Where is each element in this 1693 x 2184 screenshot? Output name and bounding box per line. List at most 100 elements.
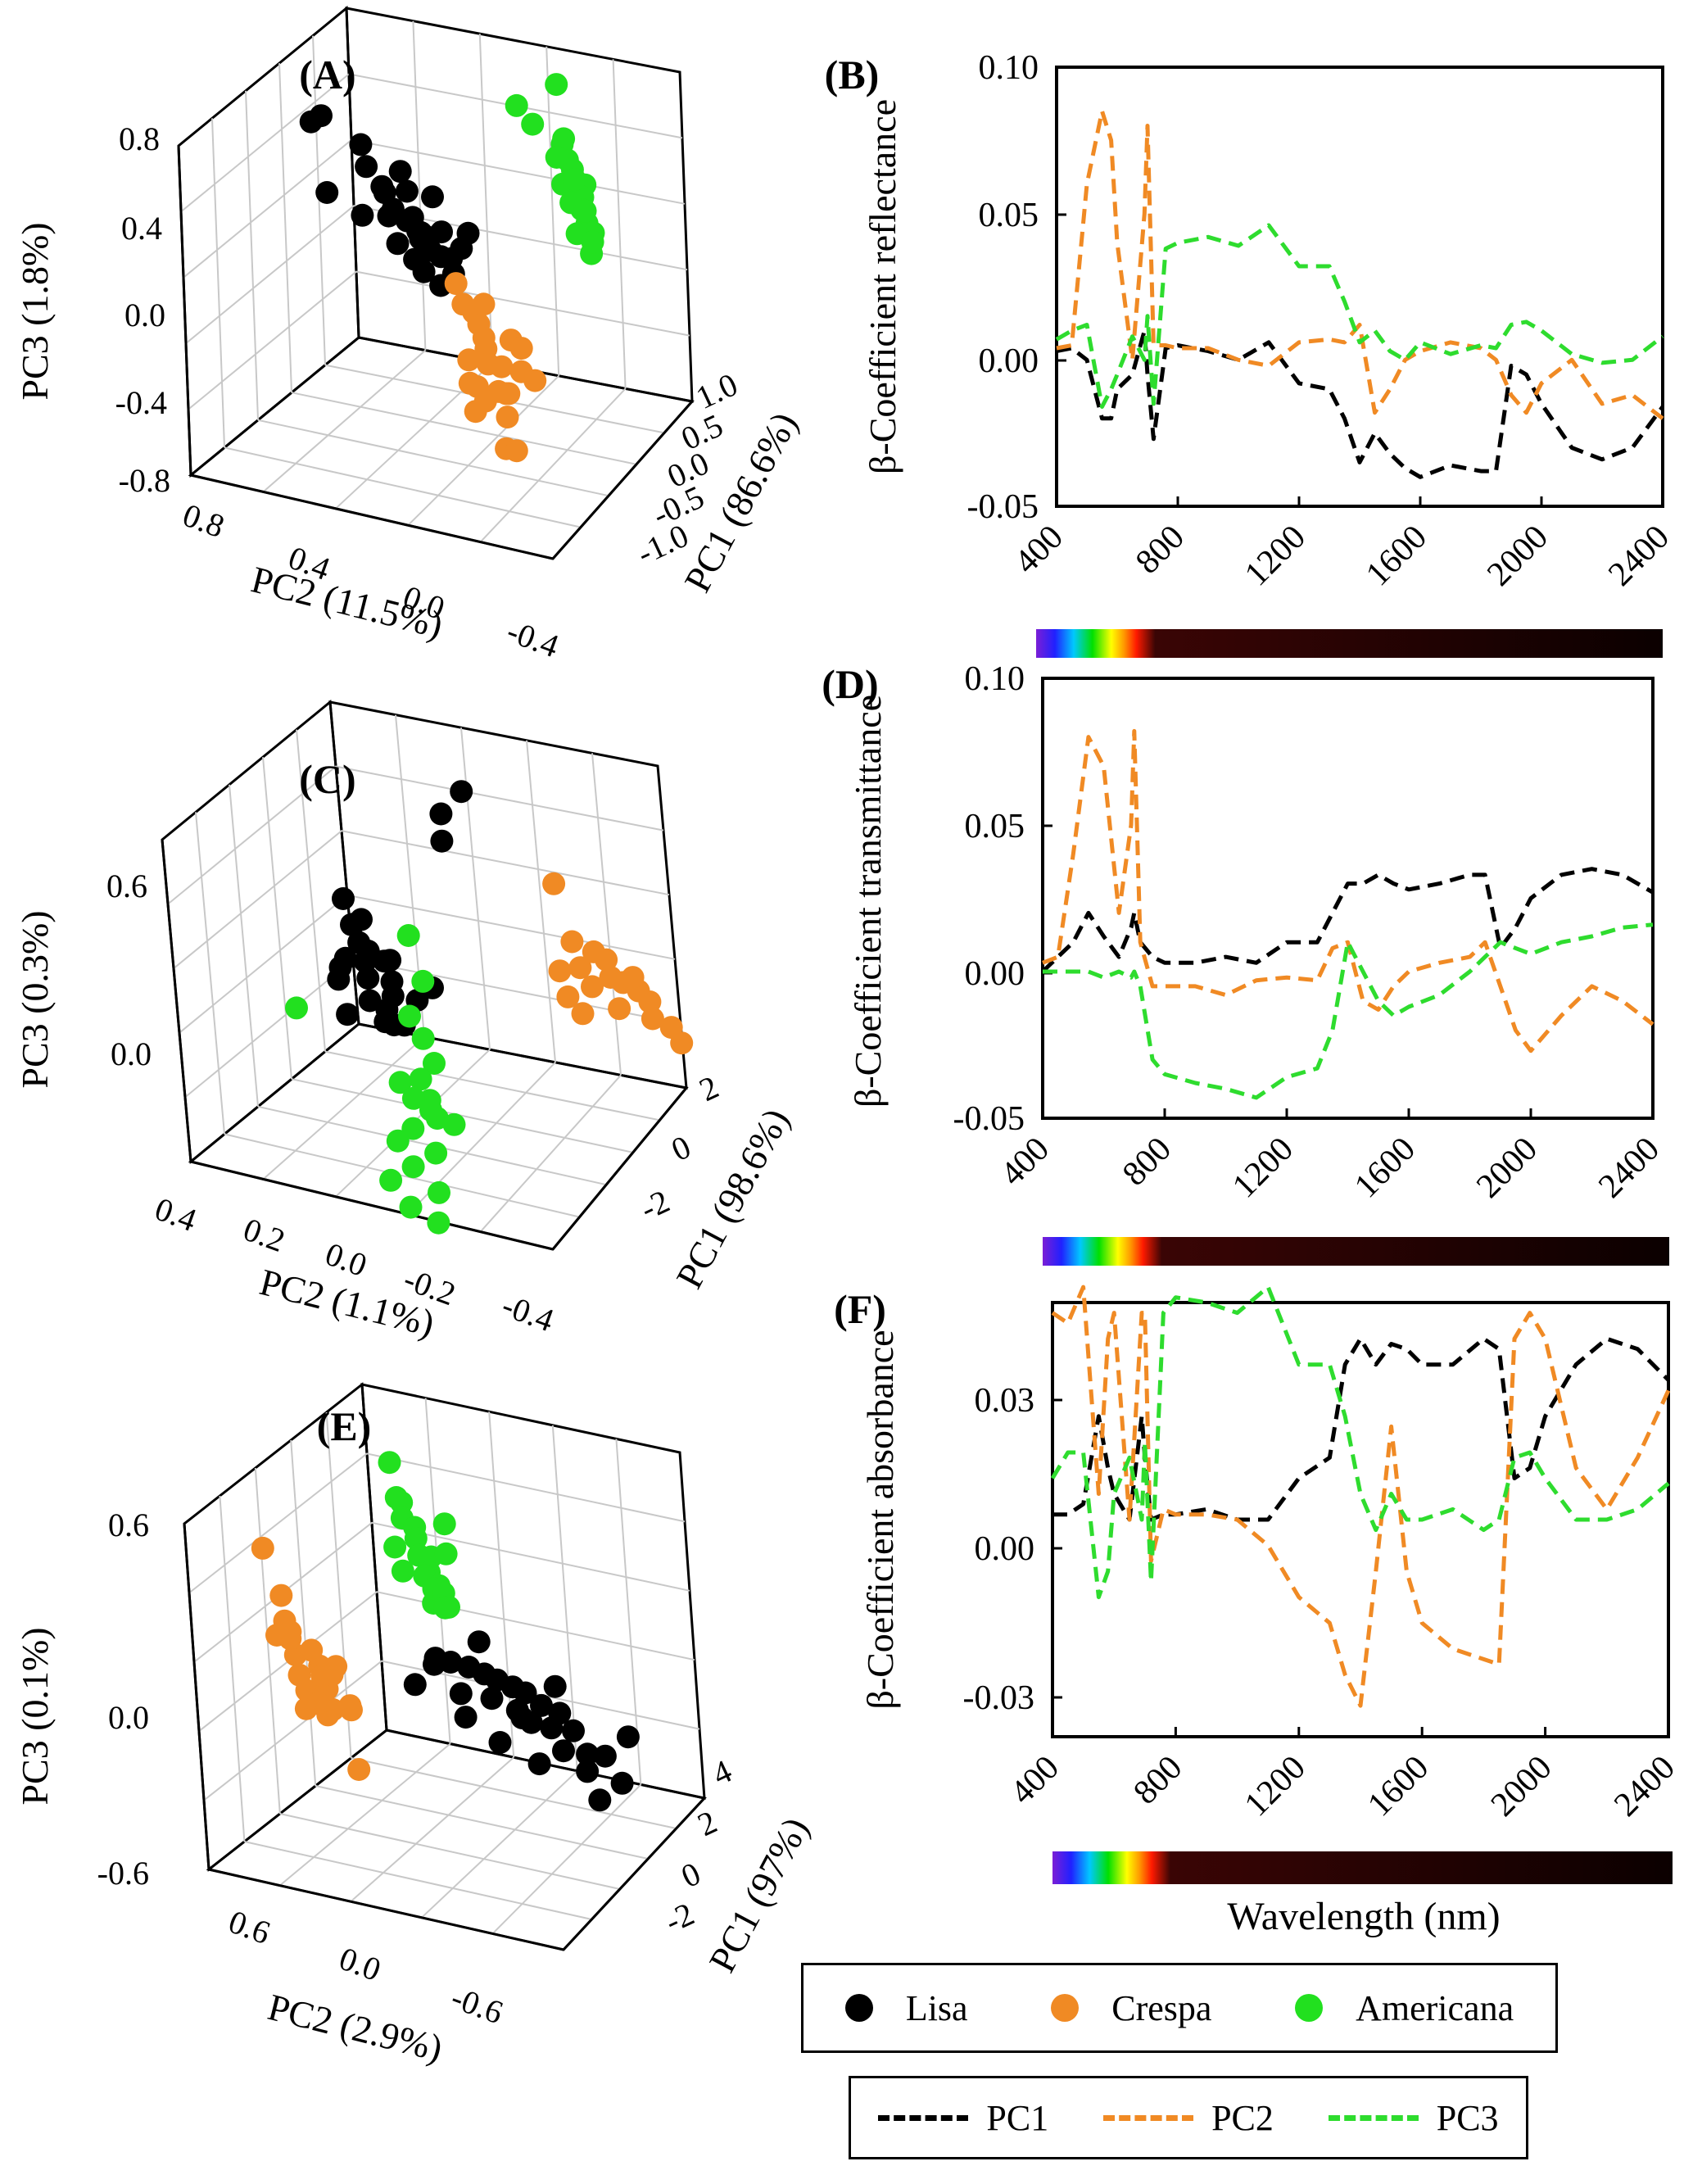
panel-a-floor-grid (224, 446, 582, 528)
panel-e-y-tick: 0.0 (108, 1699, 149, 1736)
panel-e-wall-grid (188, 1452, 686, 1594)
panel-b-x-tick: 2400 (1601, 519, 1677, 594)
panel-e-point-lisa (423, 1652, 446, 1676)
panel-e-point-americana (404, 1527, 428, 1550)
legend-line-pc2 (1103, 2114, 1194, 2121)
panel-d-line-pc3 (1043, 922, 1654, 1100)
panel-a-point-crespa (465, 375, 489, 398)
panel-c-point-lisa (378, 949, 402, 972)
panel-c-x-tick: 0.4 (150, 1190, 201, 1239)
panel-e-point-crespa (324, 1655, 348, 1679)
legend-line-pc3 (1328, 2114, 1419, 2121)
panel-a-point-lisa (412, 260, 436, 283)
panel-c-point-americana (428, 1180, 450, 1204)
panel-e-point-lisa (514, 1681, 537, 1705)
panel-c-wall-grid (526, 740, 556, 1063)
panel-a-wall-grid (245, 90, 259, 420)
panel-d-y-tick: 0.00 (965, 955, 1025, 993)
panel-label-a: (A) (299, 52, 355, 97)
panel-e-point-lisa (527, 1752, 551, 1776)
panel-c-point-americana (409, 1067, 432, 1091)
legend-marker-crespa (1051, 1994, 1080, 2022)
panel-e-point-lisa (548, 1701, 572, 1725)
panel-a-y-tick: 0.8 (119, 120, 160, 157)
panel-f-line-pc1 (1052, 1336, 1670, 1522)
panel-f-y-tick: 0.03 (975, 1382, 1035, 1420)
panel-e-z-tick: -2 (659, 1895, 699, 1940)
panel-a-wall-grid (412, 20, 427, 351)
panel-c-point-crespa (670, 1031, 694, 1055)
panel-c-point-americana (423, 1052, 446, 1075)
panel-f-x-label: Wavelength (nm) (1227, 1895, 1500, 1938)
panel-d-line-pc2 (1042, 728, 1655, 1053)
panel-label-b: (B) (825, 52, 880, 97)
panel-c-floor-grid (224, 1133, 580, 1218)
panel-d-x-tick: 1600 (1347, 1131, 1423, 1206)
panel-a-y-tick: 0.0 (124, 297, 165, 333)
panel-e-wall-grid (198, 1591, 695, 1732)
panel-a-x-axis (190, 474, 554, 560)
panel-e-point-lisa (488, 1731, 512, 1754)
panel-b-y-tick: -0.05 (967, 488, 1039, 526)
panel-a-point-americana (552, 127, 576, 151)
panel-a-y-axis (177, 145, 192, 476)
panel-c-wall-grid (591, 753, 622, 1076)
panel-c-y-axis (161, 839, 192, 1162)
panel-b-y-tick: 0.00 (979, 342, 1039, 380)
panel-d-x-tick: 400 (994, 1131, 1057, 1194)
panel-a-floor-grid (479, 387, 627, 543)
panel-label-e: (E) (317, 1403, 372, 1449)
scatter-legend: Lisa Crespa Americana (801, 1963, 1558, 2053)
panel-a-wall-grid (545, 46, 560, 376)
legend-item-pc1: PC1 (878, 2097, 1048, 2139)
panel-a-point-crespa (464, 400, 487, 424)
panel-a-x-label: PC2 (11.5%) (247, 558, 447, 646)
panel-e-y-tick: 0.6 (108, 1507, 149, 1543)
panel-d-y-tick: 0.10 (965, 660, 1025, 698)
panel-e-point-lisa (610, 1771, 634, 1795)
panel-e-point-lisa (593, 1744, 617, 1768)
panel-c-point-lisa (429, 802, 453, 826)
panel-c-y-tick: 0.6 (106, 868, 147, 904)
panel-e-point-americana (383, 1535, 407, 1559)
panel-d-y-label: β-Coefficient transmittance (847, 695, 889, 1108)
panel-e-point-americana (391, 1559, 414, 1583)
panel-c-point-lisa (430, 829, 454, 853)
panel-c-wall-grid (296, 729, 326, 1052)
panel-b-x-tick: 2000 (1480, 519, 1555, 594)
panel-c-wall-grid (195, 812, 225, 1135)
legend-item-pc3: PC3 (1328, 2097, 1499, 2139)
panel-c-floor-grid (262, 1035, 425, 1180)
panel-c-y-tick: 0.0 (111, 1035, 152, 1072)
panel-c-wall-grid (167, 765, 664, 905)
panel-d-x-tick: 2000 (1469, 1131, 1545, 1206)
panel-e-point-crespa (347, 1758, 371, 1781)
panel-a-floor-grid (291, 392, 637, 465)
panel-a-point-americana (563, 168, 586, 191)
panel-e-point-lisa (480, 1687, 504, 1710)
panel-c-point-crespa (568, 956, 592, 980)
panel-f-x-tick: 1200 (1238, 1749, 1313, 1824)
panel-f-y-label: β-Coefficient absorbance (859, 1330, 901, 1709)
panel-a-point-americana (545, 146, 568, 169)
panel-e-point-lisa (530, 1693, 553, 1717)
panel-c-x-axis (190, 1160, 554, 1251)
panel-c-point-crespa (581, 975, 604, 999)
panel-c-point-americana (386, 1129, 410, 1153)
panel-a-point-lisa (355, 155, 378, 179)
panel-e-z-axis (562, 1797, 706, 1951)
panel-a-point-crespa (457, 348, 481, 372)
panel-f-x-tick: 800 (1126, 1749, 1189, 1812)
panel-label-c: (C) (299, 756, 355, 802)
panel-e-wall-grid (488, 1411, 515, 1758)
panel-d-y-tick: 0.05 (965, 808, 1025, 845)
panel-e-point-lisa (403, 1673, 427, 1697)
panel-e-wall-grid (219, 1495, 246, 1842)
legend-marker-lisa (844, 1994, 873, 2022)
panel-a-point-crespa (444, 272, 468, 296)
panel-a-point-lisa (395, 179, 419, 203)
panel-c-point-lisa (358, 989, 382, 1013)
panel-e-floor-grid (278, 1742, 451, 1887)
panel-a-z-tick: 0.5 (676, 406, 728, 457)
panel-e-y-axis (183, 1523, 210, 1870)
